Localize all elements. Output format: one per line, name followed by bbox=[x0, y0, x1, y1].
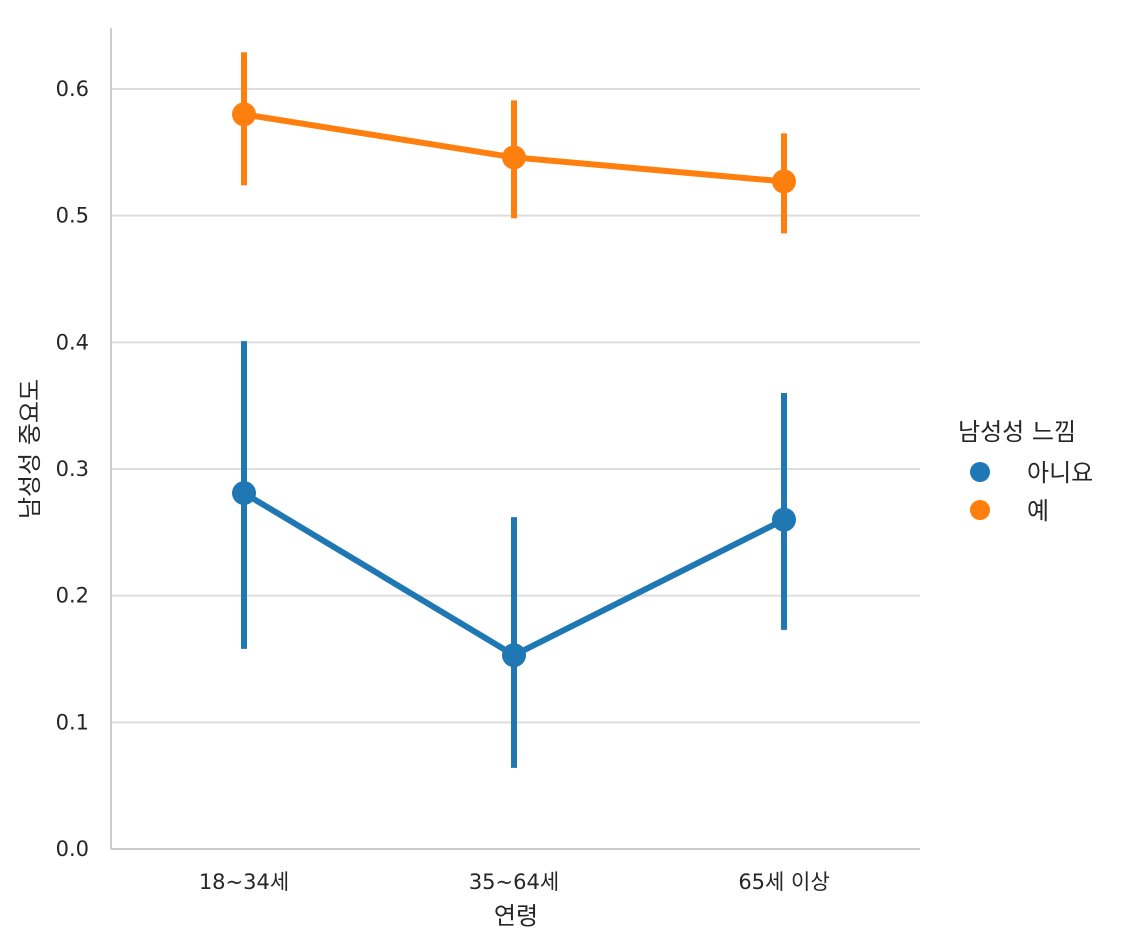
legend-title: 남성성 느낌 bbox=[958, 418, 1076, 446]
axes bbox=[110, 28, 920, 850]
y-tick-label: 0.6 bbox=[56, 77, 89, 101]
y-tick-label: 0.3 bbox=[56, 457, 89, 481]
series-yes bbox=[232, 52, 796, 234]
legend: 남성성 느낌 아니요 예 bbox=[958, 418, 1093, 525]
data-point bbox=[502, 643, 526, 668]
series bbox=[232, 52, 796, 768]
legend-label-yes: 예 bbox=[1027, 497, 1049, 525]
series-no bbox=[232, 341, 796, 768]
data-point bbox=[232, 481, 256, 506]
x-tick-label: 35~64세 bbox=[469, 870, 559, 894]
y-tick-label: 0.2 bbox=[56, 584, 89, 608]
legend-marker-no bbox=[970, 462, 990, 482]
legend-marker-yes bbox=[970, 500, 990, 520]
data-point bbox=[232, 102, 256, 127]
y-tick-label: 0.1 bbox=[56, 710, 89, 734]
y-tick-labels: 0.0 0.1 0.2 0.3 0.4 0.5 0.6 bbox=[56, 77, 89, 861]
y-axis-label: 남성성 중요도 bbox=[16, 379, 44, 519]
x-tick-label: 18~34세 bbox=[199, 870, 289, 894]
y-tick-label: 0.0 bbox=[56, 837, 89, 861]
x-axis-label: 연령 bbox=[494, 902, 538, 930]
y-tick-label: 0.4 bbox=[56, 330, 89, 354]
x-tick-label: 65세 이상 bbox=[738, 870, 829, 894]
data-point bbox=[502, 145, 526, 170]
data-point bbox=[772, 507, 796, 532]
x-tick-labels: 18~34세 35~64세 65세 이상 bbox=[199, 870, 830, 894]
legend-label-no: 아니요 bbox=[1027, 459, 1093, 487]
data-point bbox=[772, 169, 796, 194]
y-tick-label: 0.5 bbox=[56, 204, 89, 228]
